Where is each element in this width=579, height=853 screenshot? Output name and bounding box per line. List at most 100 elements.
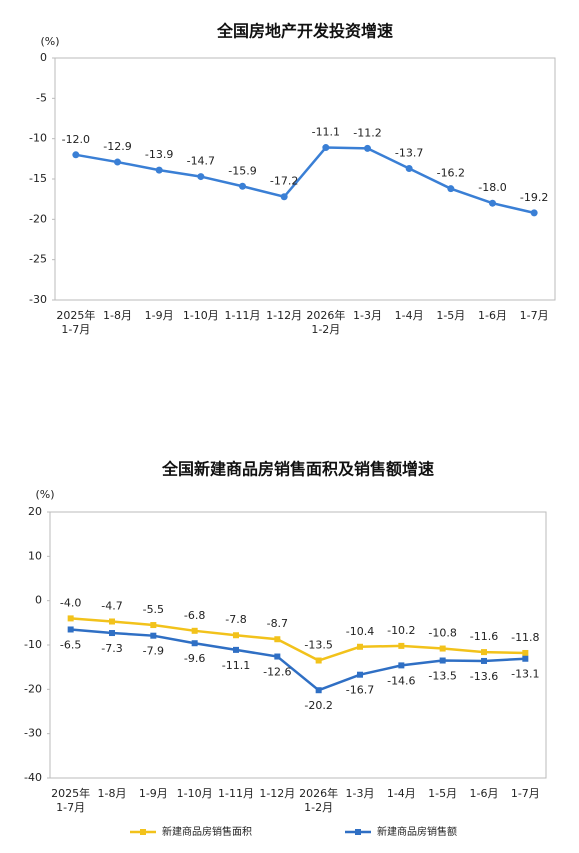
- x-tick-label: 1-5月: [436, 309, 465, 322]
- x-tick-label: 2025年: [51, 786, 90, 800]
- marker: [191, 627, 198, 634]
- y-tick-label: -25: [29, 253, 47, 266]
- data-label: -4.0: [60, 596, 81, 609]
- legend-marker: [355, 829, 361, 835]
- data-label: -8.7: [267, 617, 288, 630]
- marker: [357, 671, 363, 678]
- chart-title: 全国新建商品房销售面积及销售额增速: [161, 460, 434, 479]
- data-label: -10.8: [428, 627, 456, 640]
- data-label: -10.4: [346, 625, 374, 638]
- marker: [191, 640, 198, 647]
- data-label: -20.2: [304, 699, 332, 712]
- data-label: -13.6: [470, 670, 498, 683]
- data-label: -10.2: [387, 624, 415, 637]
- marker: [322, 144, 330, 152]
- marker: [357, 643, 363, 650]
- y-tick-label: -10: [29, 132, 47, 145]
- y-tick-label: 0: [40, 51, 47, 64]
- data-label: -16.2: [437, 167, 465, 180]
- marker: [315, 687, 322, 694]
- legend-marker: [140, 829, 146, 835]
- x-tick-label: 1-8月: [98, 787, 127, 800]
- marker: [522, 649, 529, 656]
- x-tick-label: 1-11月: [218, 787, 254, 800]
- y-tick-label: -30: [24, 727, 42, 740]
- marker: [280, 193, 288, 201]
- x-tick-label: 1-9月: [145, 309, 174, 322]
- data-label: -19.2: [520, 191, 548, 204]
- y-tick-label: -5: [36, 91, 47, 104]
- x-tick-label: 1-4月: [395, 309, 424, 322]
- marker: [274, 653, 281, 660]
- y-tick-label: 0: [35, 594, 42, 607]
- marker: [67, 615, 74, 622]
- data-label: -5.5: [143, 603, 164, 616]
- line: [70, 617, 526, 662]
- x-tick-label: 1-10月: [177, 787, 213, 800]
- x-tick-label: 1-2月: [311, 323, 340, 336]
- x-tick-label: 1-2月: [304, 801, 333, 814]
- marker: [155, 166, 163, 174]
- x-tick-label: 1-7月: [511, 787, 540, 800]
- line: [75, 146, 535, 215]
- data-label: -13.5: [428, 670, 456, 683]
- y-tick-label: 10: [28, 549, 42, 562]
- marker: [67, 626, 74, 633]
- data-label: -18.0: [478, 181, 506, 194]
- marker: [364, 144, 371, 152]
- marker: [398, 642, 405, 649]
- data-label: -17.2: [270, 175, 298, 188]
- data-label: -12.9: [103, 140, 131, 153]
- marker: [405, 165, 413, 173]
- y-tick-label: 20: [28, 505, 42, 518]
- data-label: -6.5: [60, 638, 81, 651]
- legend-label: 新建商品房销售额: [377, 825, 457, 838]
- marker: [72, 151, 80, 159]
- x-tick-label: 1-6月: [470, 787, 499, 800]
- marker: [481, 657, 487, 664]
- y-tick-label: -20: [29, 212, 47, 225]
- marker: [150, 632, 157, 639]
- y-axis-unit: (%): [40, 35, 59, 48]
- x-tick-label: 1-3月: [346, 787, 375, 800]
- data-label: -12.6: [263, 666, 291, 679]
- x-tick-label: 1-7月: [520, 309, 549, 322]
- x-tick-label: 1-10月: [183, 309, 219, 322]
- marker: [274, 636, 281, 643]
- chart-title: 全国房地产开发投资增速: [216, 22, 393, 41]
- data-label: -14.6: [387, 674, 415, 687]
- y-tick-label: -40: [24, 771, 42, 784]
- data-label: -7.8: [225, 613, 246, 626]
- marker: [109, 618, 115, 625]
- data-label: -11.1: [222, 659, 250, 672]
- y-tick-label: -10: [24, 638, 42, 651]
- marker: [447, 185, 455, 193]
- data-label: -13.9: [145, 148, 173, 161]
- data-label: -11.6: [470, 630, 498, 643]
- x-tick-label: 1-7月: [56, 801, 85, 814]
- legend-label: 新建商品房销售面积: [162, 825, 252, 838]
- marker: [109, 630, 115, 637]
- x-tick-label: 1-7月: [61, 323, 90, 336]
- x-tick-label: 1-3月: [353, 309, 382, 322]
- data-label: -15.9: [228, 164, 256, 177]
- marker: [114, 158, 121, 166]
- data-label: -16.7: [346, 684, 374, 697]
- marker: [197, 173, 205, 181]
- marker: [522, 655, 529, 662]
- data-label: -13.1: [511, 668, 539, 681]
- x-tick-label: 2026年: [299, 786, 338, 800]
- marker: [150, 622, 157, 629]
- data-label: -6.8: [184, 609, 205, 622]
- data-label: -11.1: [312, 126, 340, 139]
- x-tick-label: 2025年: [56, 308, 95, 322]
- x-tick-label: 1-9月: [139, 787, 168, 800]
- x-tick-label: 1-5月: [428, 787, 457, 800]
- line: [70, 628, 526, 692]
- data-label: -11.2: [353, 126, 381, 139]
- data-label: -4.7: [101, 600, 122, 613]
- marker: [489, 199, 496, 207]
- data-label: -14.7: [187, 155, 215, 168]
- marker: [239, 182, 246, 190]
